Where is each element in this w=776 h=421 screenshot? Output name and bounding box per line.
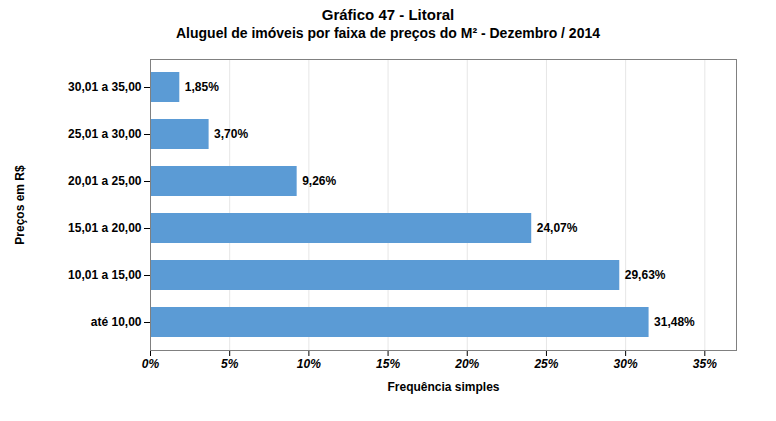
svg-text:10,01 a 15,00: 10,01 a 15,00 — [68, 268, 142, 282]
html-text:Aluguel de imóveis por faixa d: Aluguel de imóveis por faixa de preços d… — [176, 25, 600, 41]
svg-text:Preços em R$: Preços em R$ — [13, 165, 27, 245]
svg-text:15%: 15% — [376, 357, 400, 371]
html-text:Gráfico 47 - Litoral: Gráfico 47 - Litoral — [321, 6, 455, 23]
svg-text:3,70%: 3,70% — [214, 127, 248, 141]
svg-text:25%: 25% — [533, 357, 558, 371]
svg-text:30,01 a 35,00: 30,01 a 35,00 — [68, 80, 142, 94]
svg-text:20%: 20% — [454, 357, 479, 371]
svg-text:9,26%: 9,26% — [302, 174, 336, 188]
svg-text:15,01 a 20,00: 15,01 a 20,00 — [68, 221, 142, 235]
svg-text:30%: 30% — [614, 357, 638, 371]
svg-text:Frequência simples: Frequência simples — [387, 380, 499, 394]
svg-text:até 10,00: até 10,00 — [91, 315, 142, 329]
svg-text:35%: 35% — [693, 357, 717, 371]
svg-text:31,48%: 31,48% — [654, 315, 695, 329]
svg-text:1,85%: 1,85% — [185, 80, 219, 94]
svg-text:5%: 5% — [221, 357, 239, 371]
svg-text:25,01 a 30,00: 25,01 a 30,00 — [68, 127, 142, 141]
svg-text:24,07%: 24,07% — [537, 221, 578, 235]
svg-text:0%: 0% — [142, 357, 160, 371]
svg-text:29,63%: 29,63% — [625, 268, 666, 282]
svg-text:10%: 10% — [297, 357, 321, 371]
svg-text:20,01 a 25,00: 20,01 a 25,00 — [68, 174, 142, 188]
